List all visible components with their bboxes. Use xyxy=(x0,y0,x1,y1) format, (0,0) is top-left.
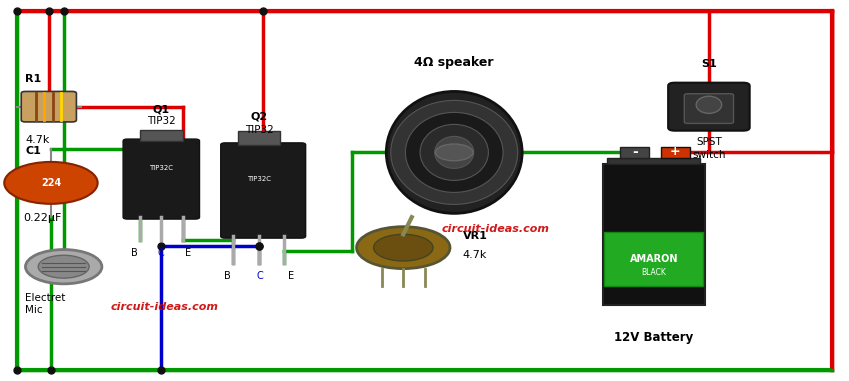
Text: SPST: SPST xyxy=(696,137,722,147)
FancyBboxPatch shape xyxy=(668,83,750,131)
Text: 4.7k: 4.7k xyxy=(463,250,487,260)
Text: E: E xyxy=(288,271,295,280)
Text: Electret: Electret xyxy=(25,293,66,303)
Ellipse shape xyxy=(391,101,518,205)
Text: R1: R1 xyxy=(25,74,42,84)
Text: 0.22μF: 0.22μF xyxy=(23,213,61,223)
Bar xyxy=(661,147,690,158)
Text: Q1: Q1 xyxy=(153,104,170,114)
Text: E: E xyxy=(185,248,192,258)
FancyBboxPatch shape xyxy=(603,164,705,305)
Ellipse shape xyxy=(420,125,488,181)
Circle shape xyxy=(38,255,89,278)
Text: TIP32C: TIP32C xyxy=(149,165,173,171)
FancyBboxPatch shape xyxy=(221,143,306,238)
Text: TIP32: TIP32 xyxy=(147,116,176,126)
Ellipse shape xyxy=(696,96,722,114)
Text: TIP32C: TIP32C xyxy=(247,176,271,182)
Text: circuit-ideas.com: circuit-ideas.com xyxy=(110,302,218,312)
Text: C: C xyxy=(158,248,165,258)
Text: C1: C1 xyxy=(25,146,42,156)
Text: 224: 224 xyxy=(41,178,61,188)
FancyBboxPatch shape xyxy=(684,94,734,123)
Circle shape xyxy=(357,227,450,269)
FancyBboxPatch shape xyxy=(123,139,200,219)
Text: 4Ω speaker: 4Ω speaker xyxy=(414,56,494,69)
Text: circuit-ideas.com: circuit-ideas.com xyxy=(441,224,549,234)
Text: +: + xyxy=(670,145,680,158)
FancyBboxPatch shape xyxy=(21,91,76,122)
Text: VR1: VR1 xyxy=(463,231,487,241)
Text: 4.7k: 4.7k xyxy=(25,135,50,145)
Circle shape xyxy=(436,144,473,161)
Bar xyxy=(607,158,700,164)
Text: Mic: Mic xyxy=(25,305,43,315)
Text: switch: switch xyxy=(692,150,726,160)
Text: B: B xyxy=(131,248,138,258)
Text: C: C xyxy=(256,271,263,280)
Ellipse shape xyxy=(435,136,474,168)
Text: B: B xyxy=(224,271,231,280)
Text: 12V Battery: 12V Battery xyxy=(614,331,694,344)
Circle shape xyxy=(25,250,102,284)
Text: TIP32: TIP32 xyxy=(245,125,273,135)
Circle shape xyxy=(374,234,433,261)
Text: S1: S1 xyxy=(701,59,717,69)
Ellipse shape xyxy=(406,112,503,192)
Text: Q2: Q2 xyxy=(250,112,267,122)
Bar xyxy=(238,131,280,145)
Circle shape xyxy=(4,162,98,204)
Bar xyxy=(620,147,649,158)
FancyBboxPatch shape xyxy=(604,232,703,286)
Ellipse shape xyxy=(386,91,522,213)
Bar xyxy=(140,130,183,141)
Text: BLACK: BLACK xyxy=(641,268,666,277)
Text: -: - xyxy=(633,145,638,158)
Text: AMARON: AMARON xyxy=(629,254,678,264)
